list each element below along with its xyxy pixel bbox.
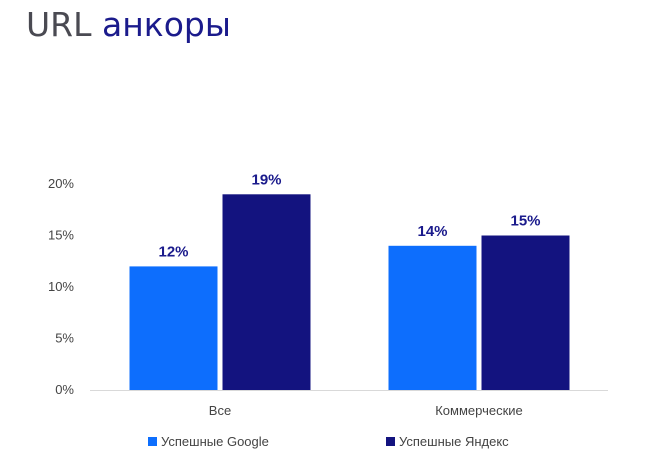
x-axis: Все Коммерческие xyxy=(90,390,608,418)
category-label: Коммерческие xyxy=(435,403,523,418)
chart-title: URL анкоры xyxy=(26,2,231,48)
data-labels: 12% 14% 19% 15% xyxy=(158,171,540,260)
legend-swatch-google xyxy=(148,437,157,446)
bar-yandex xyxy=(481,235,570,390)
y-tick-label: 10% xyxy=(48,279,74,294)
bar-google xyxy=(129,266,218,390)
title-part-2: анкоры xyxy=(101,5,231,44)
y-tick-label: 5% xyxy=(55,331,74,346)
bar-google xyxy=(388,245,477,390)
legend-item-yandex: Успешные Яндекс xyxy=(386,434,509,449)
y-axis: 0% 5% 10% 15% 20% xyxy=(48,176,74,397)
legend-swatch-yandex xyxy=(386,437,395,446)
y-tick-label: 0% xyxy=(55,382,74,397)
y-tick-label: 20% xyxy=(48,176,74,191)
legend-label-google: Успешные Google xyxy=(161,434,269,449)
title-part-1: URL xyxy=(26,5,92,44)
data-label: 15% xyxy=(510,213,540,230)
data-label: 14% xyxy=(417,223,447,240)
legend-item-google: Успешные Google xyxy=(148,434,269,449)
legend: Успешные Google Успешные Яндекс xyxy=(0,434,660,454)
bars xyxy=(129,194,570,390)
legend-label-yandex: Успешные Яндекс xyxy=(399,434,509,449)
data-label: 19% xyxy=(251,171,281,188)
bar-yandex xyxy=(222,194,311,390)
data-label: 12% xyxy=(158,243,188,260)
category-label: Все xyxy=(209,403,231,418)
y-tick-label: 15% xyxy=(48,228,74,243)
